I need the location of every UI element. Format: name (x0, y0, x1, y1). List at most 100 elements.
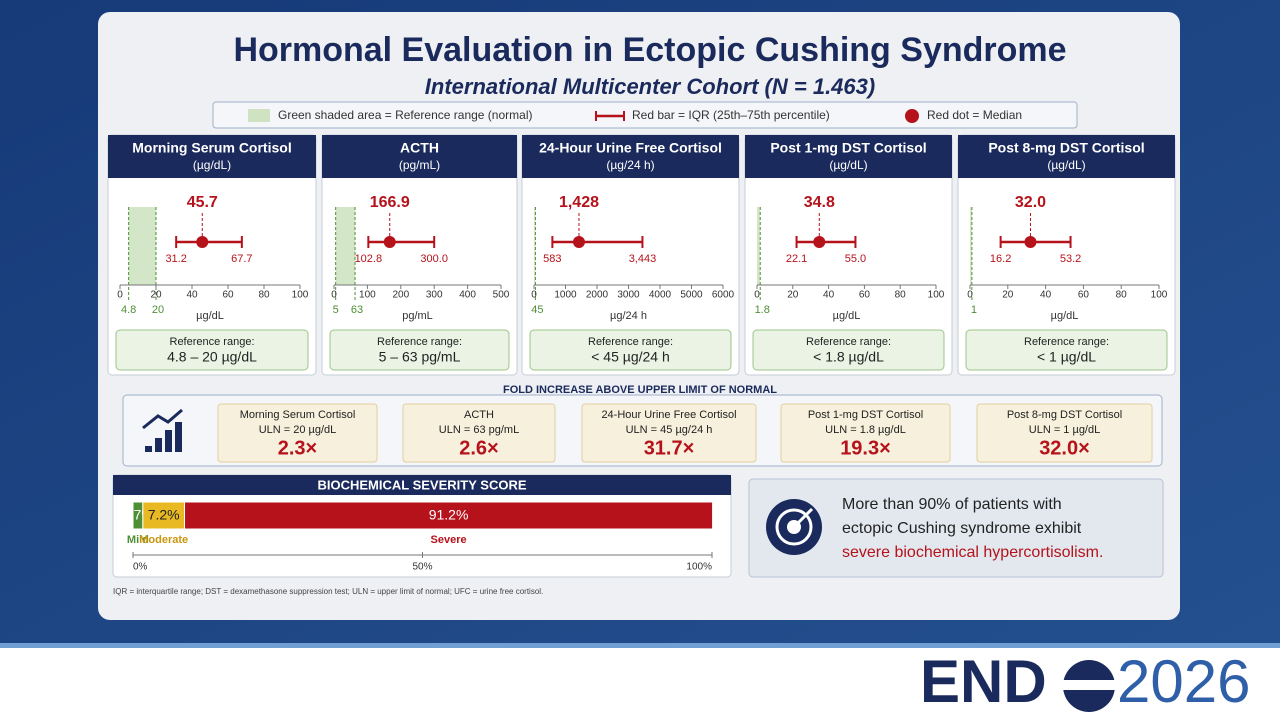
x-tick-label: 500 (493, 290, 510, 301)
fold-icon-arrow (142, 408, 183, 430)
x-tick-label: 100 (1151, 290, 1168, 301)
segment-name: Severe (431, 534, 467, 546)
x-tick-label: 0% (133, 562, 148, 573)
target-arrow (792, 507, 814, 529)
panel-header (322, 135, 517, 178)
x-tick-label: 20 (787, 290, 799, 301)
reference-text: < 45 µg/24 h (591, 349, 670, 365)
x-tick-label: 80 (258, 290, 270, 301)
callout-line: More than 90% of patients with (842, 496, 1062, 513)
iqr-label: 102.8 (355, 253, 383, 265)
x-tick-label: 80 (1116, 290, 1128, 301)
severity-segment (184, 501, 714, 530)
fold-name: 24-Hour Urine Free Cortisol (601, 409, 736, 421)
x-tick-label: 20 (1002, 290, 1014, 301)
iqr-label: 3,443 (629, 253, 657, 265)
legend-swatch (248, 109, 270, 122)
reference-title: Reference range: (588, 336, 673, 348)
iqr-label: 583 (543, 253, 561, 265)
x-tick-label: 20 (150, 290, 162, 301)
fold-uln: ULN = 20 µg/dL (259, 424, 337, 436)
x-axis-label: µg/24 h (610, 310, 647, 322)
fold-name: Post 8-mg DST Cortisol (1007, 409, 1122, 421)
segment-name: Mild (127, 534, 149, 546)
legend-text: Red dot = Median (927, 108, 1022, 122)
median-dot (383, 236, 396, 248)
median-dot (1024, 236, 1037, 248)
fold-name: ACTH (464, 409, 494, 421)
fold-card (780, 403, 951, 463)
x-tick-label: 0 (754, 290, 760, 301)
x-tick-label: 1000 (554, 290, 577, 301)
iqr-label: 16.2 (990, 253, 1011, 265)
legend-box (212, 101, 1078, 129)
x-tick-label: 80 (895, 290, 907, 301)
x-tick-label: 40 (823, 290, 835, 301)
x-tick-label: 0 (531, 290, 537, 301)
x-tick-label: 6000 (712, 290, 735, 301)
x-tick-label: 100 (292, 290, 309, 301)
reference-bound-label: 45 (531, 304, 543, 316)
callout-line: ectopic Cushing syndrome exhibit (842, 520, 1082, 537)
reference-bound-label: 1.8 (755, 304, 770, 316)
fold-icon-bar (145, 446, 152, 452)
iqr-label: 55.0 (845, 253, 866, 265)
median-label: 34.8 (804, 194, 835, 211)
panel-unit: (µg/dL) (193, 158, 231, 172)
reference-shade (534, 207, 536, 285)
reference-title: Reference range: (170, 336, 255, 348)
legend-text: Green shaded area = Reference range (nor… (278, 108, 532, 122)
reference-text: 5 – 63 pg/mL (379, 349, 461, 365)
reference-shade (335, 207, 356, 285)
panel-header (958, 135, 1175, 178)
reference-bound-label: 1 (971, 304, 977, 316)
logo-left: END (920, 648, 1047, 715)
median-dot (572, 236, 585, 248)
reference-box (965, 329, 1168, 371)
reference-box (329, 329, 510, 371)
reference-title: Reference range: (806, 336, 891, 348)
severity-title: BIOCHEMICAL SEVERITY SCORE (318, 477, 527, 492)
x-axis-label: µg/dL (1051, 310, 1079, 322)
subtitle: International Multicenter Cohort (N = 1.… (425, 74, 875, 99)
fold-card (976, 403, 1153, 463)
fold-value: 32.0× (1039, 437, 1090, 459)
fold-value: 19.3× (840, 437, 891, 459)
x-axis-label: µg/dL (833, 310, 861, 322)
callout-line: severe biochemical hypercortisolism. (842, 544, 1103, 561)
x-tick-label: 60 (1078, 290, 1090, 301)
fold-uln: ULN = 1 µg/dL (1029, 424, 1100, 436)
segment-label: 91.2% (429, 507, 469, 523)
reference-bound-label: 63 (351, 304, 363, 316)
legend-dot (905, 109, 919, 123)
x-tick-label: 0 (967, 290, 973, 301)
median-label: 32.0 (1015, 194, 1046, 211)
panel-title: ACTH (400, 140, 439, 156)
panel-unit: (µg/24 h) (606, 158, 654, 172)
fold-value: 2.6× (459, 437, 498, 459)
panel-title: 24-Hour Urine Free Cortisol (539, 140, 722, 156)
reference-shade (970, 207, 972, 285)
fold-card (217, 403, 378, 463)
panel-title: Post 1-mg DST Cortisol (770, 140, 926, 156)
reference-title: Reference range: (377, 336, 462, 348)
fold-icon-bar (165, 430, 172, 452)
reference-box (115, 329, 309, 371)
iqr-label: 67.7 (231, 253, 252, 265)
reference-bound-label: 4.8 (121, 304, 136, 316)
divider (0, 643, 1280, 648)
x-tick-label: 50% (412, 562, 432, 573)
fold-card (402, 403, 556, 463)
fold-card (581, 403, 757, 463)
fold-uln: ULN = 1.8 µg/dL (825, 424, 906, 436)
x-tick-label: 100% (686, 562, 712, 573)
logo-right: 2026 (1117, 648, 1250, 715)
fold-icon-bar (155, 438, 162, 452)
logo-globe-band (1063, 680, 1115, 690)
median-dot (813, 236, 826, 248)
iqr-label: 53.2 (1060, 253, 1081, 265)
target-ring (775, 508, 813, 546)
fold-title: FOLD INCREASE ABOVE UPPER LIMIT OF NORMA… (503, 384, 777, 396)
panel-title: Morning Serum Cortisol (132, 140, 291, 156)
